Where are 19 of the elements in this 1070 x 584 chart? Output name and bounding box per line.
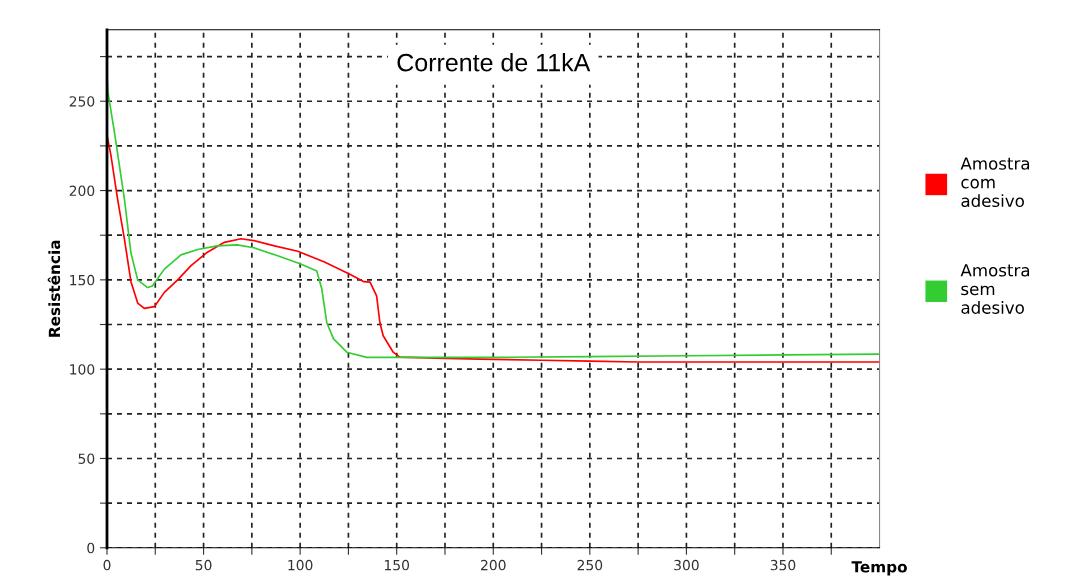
legend-label: Amostra com adesivo <box>960 157 1030 208</box>
y-tick-label: 200 <box>69 185 95 197</box>
y-tick-label: 50 <box>78 453 95 464</box>
text: Corrente de 11kA <box>397 53 591 72</box>
x-axis-title: Tempo <box>851 561 907 576</box>
x-tick-label: 350 <box>770 559 796 571</box>
x-tick-label: 50 <box>195 559 212 571</box>
x-tick-label: 100 <box>288 559 313 571</box>
y-axis-title: Resistência <box>47 240 61 337</box>
legend-label: Amostra sem adesivo <box>960 264 1030 314</box>
y-tick-label: 150 <box>70 274 95 286</box>
y-tick-label: 250 <box>69 96 95 107</box>
x-tick-label: 0 <box>103 559 111 571</box>
x-tick-label: 250 <box>577 559 603 571</box>
y-tick-label: 0 <box>87 542 95 554</box>
x-tick-label: 200 <box>481 559 506 571</box>
x-tick-label: 300 <box>674 559 699 571</box>
x-tick-label: 150 <box>384 559 410 571</box>
y-tick-label: 100 <box>70 364 95 375</box>
